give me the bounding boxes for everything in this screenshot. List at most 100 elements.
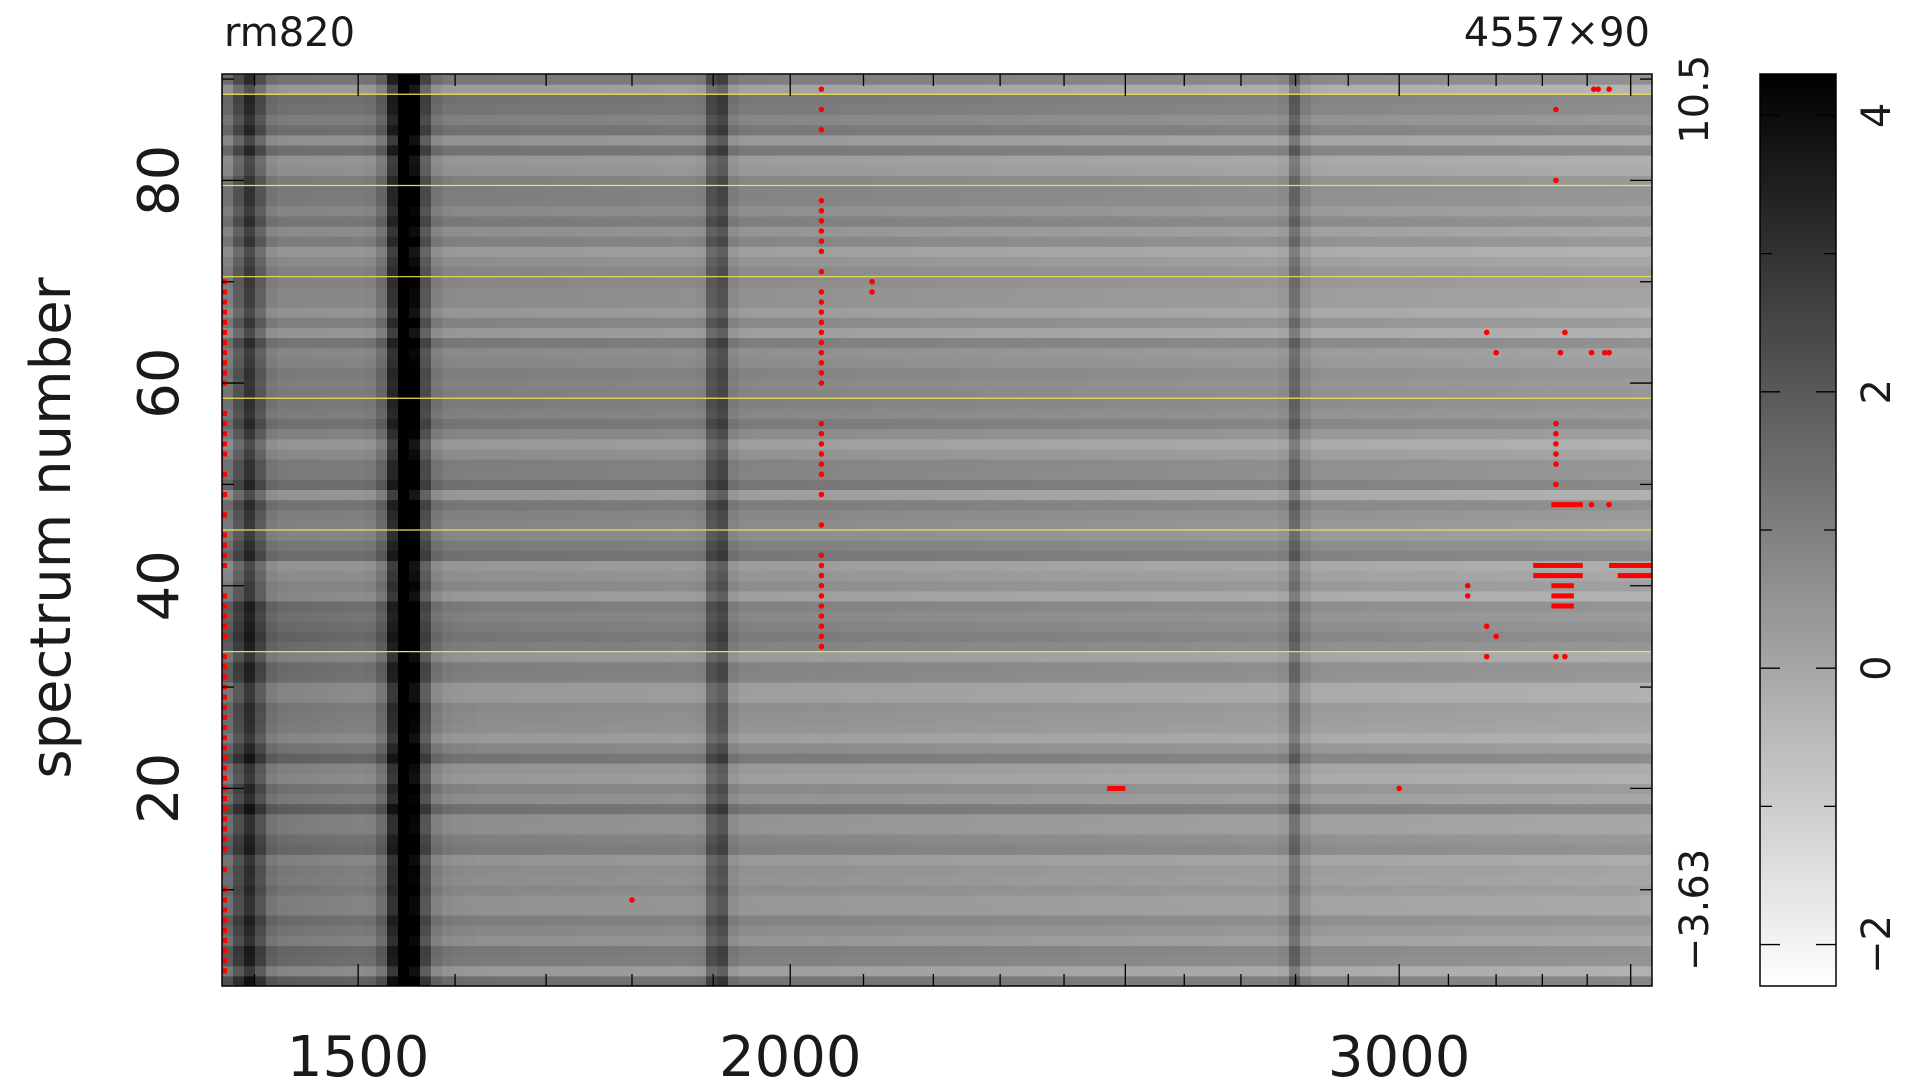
heatmap-cell xyxy=(431,925,443,936)
heatmap-cell xyxy=(948,925,960,936)
heatmap-cell xyxy=(464,975,476,986)
heatmap-cell xyxy=(805,955,817,967)
heatmap-cell xyxy=(1146,803,1158,815)
heatmap-cell xyxy=(1256,641,1268,653)
heatmap-cell xyxy=(1597,682,1609,693)
heatmap-cell xyxy=(1080,732,1092,744)
heatmap-cell xyxy=(783,955,795,967)
heatmap-cell xyxy=(1212,975,1224,986)
heatmap-cell xyxy=(464,631,476,642)
heatmap-cell xyxy=(750,955,762,967)
heatmap-cell xyxy=(222,894,234,906)
heatmap-cell xyxy=(915,641,927,653)
heatmap-cell xyxy=(794,813,806,825)
heatmap-cell xyxy=(893,742,905,754)
heatmap-cell xyxy=(1388,904,1400,916)
heatmap-cell xyxy=(596,671,608,683)
heatmap-cell xyxy=(981,925,993,936)
heatmap-cell xyxy=(783,975,795,986)
heatmap-cell xyxy=(893,722,905,734)
heatmap-cell xyxy=(310,945,322,957)
heatmap-cell xyxy=(1597,945,1609,957)
heatmap-cell xyxy=(233,975,245,986)
heatmap-cell xyxy=(761,773,773,784)
heatmap-cell xyxy=(871,793,883,805)
heatmap-cell xyxy=(530,641,542,653)
heatmap-cell xyxy=(959,651,971,663)
heatmap-cell xyxy=(1179,844,1191,855)
heatmap-cell xyxy=(1498,854,1510,865)
heatmap-cell xyxy=(530,742,542,754)
heatmap-cell xyxy=(552,874,564,886)
heatmap-cell xyxy=(651,671,663,683)
heatmap-cell xyxy=(1553,904,1565,916)
heatmap-cell xyxy=(739,722,751,734)
heatmap-cell xyxy=(662,925,674,936)
heatmap-cell xyxy=(706,925,718,936)
heatmap-cell xyxy=(574,732,586,744)
heatmap-cell xyxy=(552,813,564,825)
heatmap-cell xyxy=(1168,793,1180,805)
heatmap-cell xyxy=(1091,682,1103,693)
heatmap-cell xyxy=(915,712,927,724)
heatmap-cell xyxy=(552,864,564,876)
heatmap-cell xyxy=(1531,793,1543,805)
heatmap-cell xyxy=(354,935,366,946)
heatmap-cell xyxy=(1443,864,1455,876)
heatmap-cell xyxy=(651,884,663,896)
heatmap-cell xyxy=(684,661,696,673)
heatmap-cell xyxy=(1333,742,1345,754)
heatmap-cell xyxy=(640,671,652,683)
heatmap-cell xyxy=(1509,884,1521,896)
heatmap-cell xyxy=(1586,752,1598,764)
heatmap-cell xyxy=(838,773,850,784)
heatmap-cell xyxy=(442,965,454,977)
heatmap-cell xyxy=(827,621,839,632)
heatmap-cell xyxy=(1025,823,1037,835)
heatmap-cell xyxy=(1190,844,1202,855)
heatmap-cell xyxy=(475,864,487,876)
heatmap-cell xyxy=(1564,783,1576,794)
heatmap-cell xyxy=(1311,834,1323,845)
heatmap-cell xyxy=(486,752,498,764)
heatmap-cell xyxy=(1212,621,1224,632)
heatmap-cell xyxy=(629,631,641,642)
heatmap-cell xyxy=(1212,925,1224,936)
heatmap-cell xyxy=(1179,925,1191,936)
heatmap-cell xyxy=(1344,722,1356,734)
heatmap-cell xyxy=(1410,854,1422,865)
heatmap-cell xyxy=(1520,611,1532,622)
heatmap-cell xyxy=(321,844,333,855)
heatmap-cell xyxy=(343,925,355,936)
heatmap-cell xyxy=(1157,773,1169,784)
heatmap-cell xyxy=(882,671,894,683)
heatmap-cell xyxy=(673,864,685,876)
heatmap-cell xyxy=(728,925,740,936)
heatmap-cell xyxy=(926,671,938,683)
heatmap-cell xyxy=(783,611,795,622)
heatmap-cell xyxy=(915,722,927,734)
heatmap-cell xyxy=(299,651,311,663)
heatmap-cell xyxy=(1608,661,1620,673)
heatmap-cell xyxy=(1388,752,1400,764)
heatmap-cell xyxy=(1212,682,1224,693)
heatmap-cell xyxy=(1641,813,1652,825)
heatmap-cell xyxy=(409,590,421,602)
heatmap-cell xyxy=(761,611,773,622)
heatmap-cell xyxy=(1069,661,1081,673)
heatmap-cell xyxy=(992,712,1004,724)
heatmap-cell xyxy=(1256,874,1268,886)
heatmap-cell xyxy=(849,651,861,663)
heatmap-cell xyxy=(1520,975,1532,986)
heatmap-cell xyxy=(1388,894,1400,906)
heatmap-cell xyxy=(1135,600,1147,612)
heatmap-cell xyxy=(618,763,630,774)
heatmap-cell xyxy=(717,712,729,724)
heatmap-cell xyxy=(233,611,245,622)
heatmap-cell xyxy=(1168,834,1180,845)
heatmap-cell xyxy=(717,773,729,784)
heatmap-cell xyxy=(761,813,773,825)
heatmap-cell xyxy=(1157,682,1169,693)
heatmap-cell xyxy=(904,894,916,906)
heatmap-cell xyxy=(1619,661,1631,673)
